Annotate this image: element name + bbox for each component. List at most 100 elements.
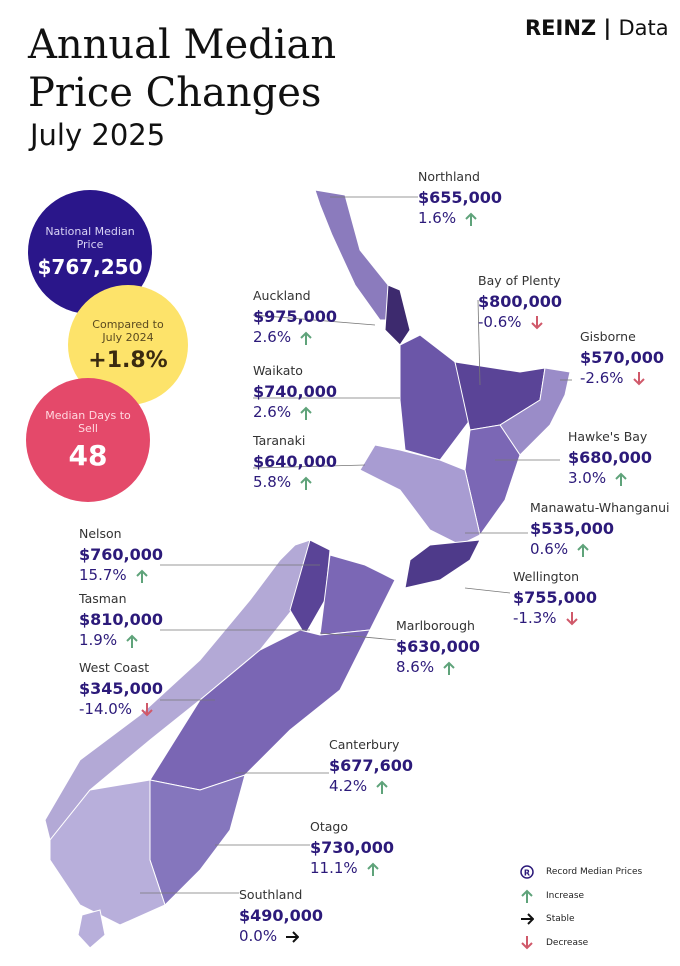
region-price: $800,000 <box>478 292 563 311</box>
north-island <box>314 189 571 589</box>
trend-arrow <box>465 212 477 226</box>
region-name: Marlborough <box>396 618 475 633</box>
change-value: -1.3% <box>513 609 557 627</box>
region-change: -14.0% <box>79 699 163 720</box>
region-label: Waikato $740,000 2.6% <box>253 360 337 423</box>
stat-value: $767,250 <box>37 255 143 279</box>
region-label: Canterbury $677,600 4.2% <box>329 734 413 797</box>
leader-line <box>252 464 366 469</box>
change-value: 1.9% <box>79 631 118 649</box>
stat-circle: Compared to July 2024 +1.8% <box>68 285 188 405</box>
region-name: Southland <box>239 887 303 902</box>
change-value: 4.2% <box>329 777 368 795</box>
region-label: Bay of Plenty $800,000 -0.6% <box>478 270 562 333</box>
region-change: 2.6% <box>253 327 337 348</box>
region-price: $345,000 <box>79 679 164 698</box>
logo: REINZ | Data <box>525 16 669 40</box>
stat-circle: National Median Price $767,250 <box>28 190 152 314</box>
logo-text: Data <box>618 16 669 40</box>
trend-arrow <box>521 889 533 903</box>
legend-label: Record Median Prices <box>546 867 643 877</box>
region-change: -1.3% <box>513 608 597 629</box>
region-name: Bay of Plenty <box>478 273 561 288</box>
change-value: -14.0% <box>79 700 133 718</box>
stat-circle <box>26 378 150 502</box>
stat-label: Compared to July 2024 <box>92 317 164 344</box>
region-shape <box>399 334 471 461</box>
change-value: 11.1% <box>310 859 358 877</box>
stat-value: +1.8% <box>88 347 168 373</box>
change-value: 3.0% <box>568 469 607 487</box>
stat-label: Median Days to Sell <box>45 408 131 435</box>
trend-arrow <box>615 472 627 486</box>
region-price: $630,000 <box>396 637 481 656</box>
leader-line <box>252 314 376 326</box>
region-label: Manawatu-Whanganui $535,000 0.6% <box>530 497 670 560</box>
trend-arrow <box>376 780 388 794</box>
region-change: 0.6% <box>530 539 670 560</box>
legend-label: Increase <box>546 890 585 901</box>
trend-arrow <box>300 476 312 490</box>
region-shape <box>319 554 396 636</box>
region-change: 8.6% <box>396 657 480 678</box>
region-price: $730,000 <box>310 838 395 857</box>
trend-arrow <box>300 406 312 420</box>
region-shape <box>49 779 166 926</box>
title: Price Changes <box>28 70 322 116</box>
region-label: Nelson $760,000 15.7% <box>79 523 163 586</box>
region-change: 15.7% <box>79 565 163 586</box>
region-label: Hawke's Bay $680,000 3.0% <box>568 426 652 489</box>
region-name: Tasman <box>79 591 127 606</box>
region-name: Auckland <box>253 288 311 303</box>
icon: R <box>520 865 534 879</box>
leader-lines <box>140 196 572 894</box>
region-shape <box>77 909 106 949</box>
region-change: 5.8% <box>253 472 337 493</box>
region-label: Auckland $975,000 2.6% <box>253 285 337 348</box>
change-value: 1.6% <box>418 209 457 227</box>
region-name: Gisborne <box>580 329 636 344</box>
region-name: Wellington <box>513 569 580 584</box>
trend-arrow <box>530 315 543 329</box>
leader-line <box>477 299 481 386</box>
region-price: $760,000 <box>79 545 164 564</box>
change-value: -2.6% <box>580 369 624 387</box>
region-shape <box>499 367 571 456</box>
legend-item: R Record Median Prices <box>520 864 642 880</box>
region-name: Waikato <box>253 363 303 378</box>
region-label: Wellington $755,000 -1.3% <box>513 566 597 629</box>
region-shape <box>289 539 331 636</box>
trend-arrow <box>521 936 533 950</box>
region-price: $570,000 <box>580 348 665 367</box>
trend-arrow <box>126 634 138 648</box>
region-price: $640,000 <box>253 452 338 471</box>
legend-label: Stable <box>546 914 575 925</box>
svg-text:R: R <box>524 869 530 878</box>
region-name: Taranaki <box>253 433 306 448</box>
south-island <box>44 539 396 949</box>
region-price: $535,000 <box>530 519 615 538</box>
region-shape <box>384 284 411 346</box>
change-value: 2.6% <box>253 403 292 421</box>
region-price: $490,000 <box>239 906 324 925</box>
region-change: -0.6% <box>478 312 562 333</box>
region-shape <box>359 444 481 546</box>
trend-arrow <box>577 543 589 557</box>
region-change: 4.2% <box>329 776 413 797</box>
region-change: -2.6% <box>580 368 664 389</box>
region-change: 2.6% <box>253 402 337 423</box>
change-value: 0.0% <box>239 927 278 945</box>
change-value: 15.7% <box>79 566 127 584</box>
region-label: West Coast $345,000 -14.0% <box>79 657 163 720</box>
region-label: Otago $730,000 11.1% <box>310 816 394 879</box>
leader-line <box>464 587 511 594</box>
trend-arrow <box>300 331 312 345</box>
region-name: Nelson <box>79 526 122 541</box>
trend-arrow <box>632 371 645 385</box>
trend-arrow <box>565 611 578 625</box>
region-shape <box>149 774 246 906</box>
region-label: Southland $490,000 0.0% <box>239 884 323 947</box>
legend-item: Increase <box>520 888 584 904</box>
